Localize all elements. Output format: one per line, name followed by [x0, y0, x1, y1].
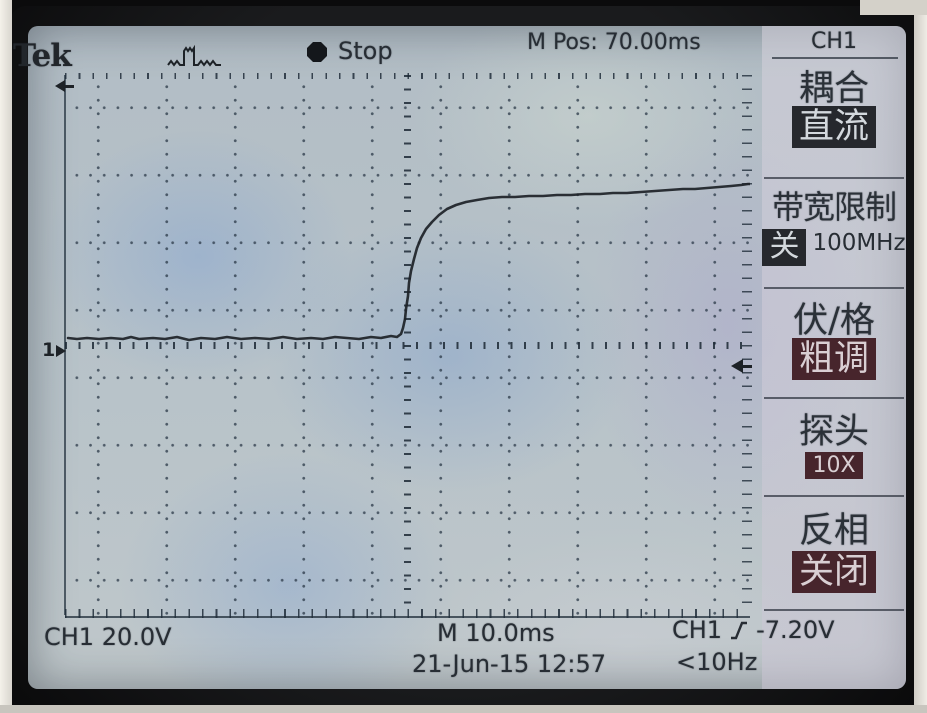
channel-number: 1 [42, 339, 56, 361]
probe-attenuation-box: 10X [805, 452, 863, 480]
instrument-case-right [914, 0, 927, 713]
ch1-vertical-scale-readout: CH1 20.0V [44, 623, 172, 651]
instrument-case-left [0, 0, 12, 713]
instrument-case-bottom [0, 705, 927, 713]
menu-divider [764, 287, 904, 289]
acquisition-status: Stop [338, 37, 393, 65]
trigger-position-offscreen-arrow [55, 80, 74, 92]
channel1-ground-marker: 1 [42, 339, 67, 361]
menu-value-volts-per-div: 粗调 [762, 338, 906, 381]
menu-value-probe: 10X [762, 452, 906, 480]
menu-label-probe: 探头 [798, 412, 869, 452]
coupling-value-box: 直流 [791, 106, 876, 149]
trigger-frequency-readout: <10Hz [676, 648, 758, 676]
arrow-tail [743, 364, 752, 368]
rising-edge-slope-icon [731, 621, 748, 640]
trigger-readout: CH1 -7.20V [672, 616, 835, 644]
left-arrowhead-icon [731, 359, 743, 373]
menu-value-coupling: 直流 [762, 106, 906, 149]
timebase-readout: M 10.0ms [437, 619, 555, 647]
volts-div-mode-box: 粗调 [791, 338, 876, 381]
right-arrowhead-icon [56, 344, 67, 357]
bandwidth-state-box: 关 [762, 229, 807, 266]
instrument-case-top-right [860, 0, 927, 15]
stop-indicator-icon [307, 42, 327, 62]
menu-title-channel: CH1 [811, 29, 857, 54]
tek-logo: Tek [13, 38, 72, 74]
menu-divider [764, 397, 904, 399]
trigger-level-marker [731, 359, 752, 373]
menu-value-invert: 关闭 [762, 551, 906, 594]
menu-divider [764, 177, 904, 179]
menu-divider [764, 495, 904, 497]
datetime-readout: 21-Jun-15 12:57 [412, 650, 607, 678]
graticule-center-horizontal-ticks [65, 342, 750, 349]
menu-label-volts-per-div: 伏/格 [793, 301, 875, 341]
menu-label-bandwidth-limit: 带宽限制 [771, 188, 897, 226]
arrow-tail [65, 84, 74, 88]
left-arrowhead-icon [55, 80, 65, 92]
acquisition-pulse-icon [167, 44, 221, 67]
invert-state-box: 关闭 [791, 551, 876, 594]
bandwidth-frequency: 100MHz [812, 230, 906, 256]
menu-label-invert: 反相 [798, 511, 869, 551]
menu-label-coupling: 耦合 [798, 69, 869, 109]
horizontal-position-readout: M Pos: 70.00ms [527, 30, 701, 55]
menu-value-bandwidth-limit: 关 100MHz [762, 229, 906, 266]
trigger-level-value: -7.20V [756, 616, 835, 644]
trigger-source: CH1 [672, 616, 723, 644]
menu-title-divider [772, 57, 898, 59]
waveform-trace [66, 182, 750, 342]
menu-divider [764, 609, 904, 611]
